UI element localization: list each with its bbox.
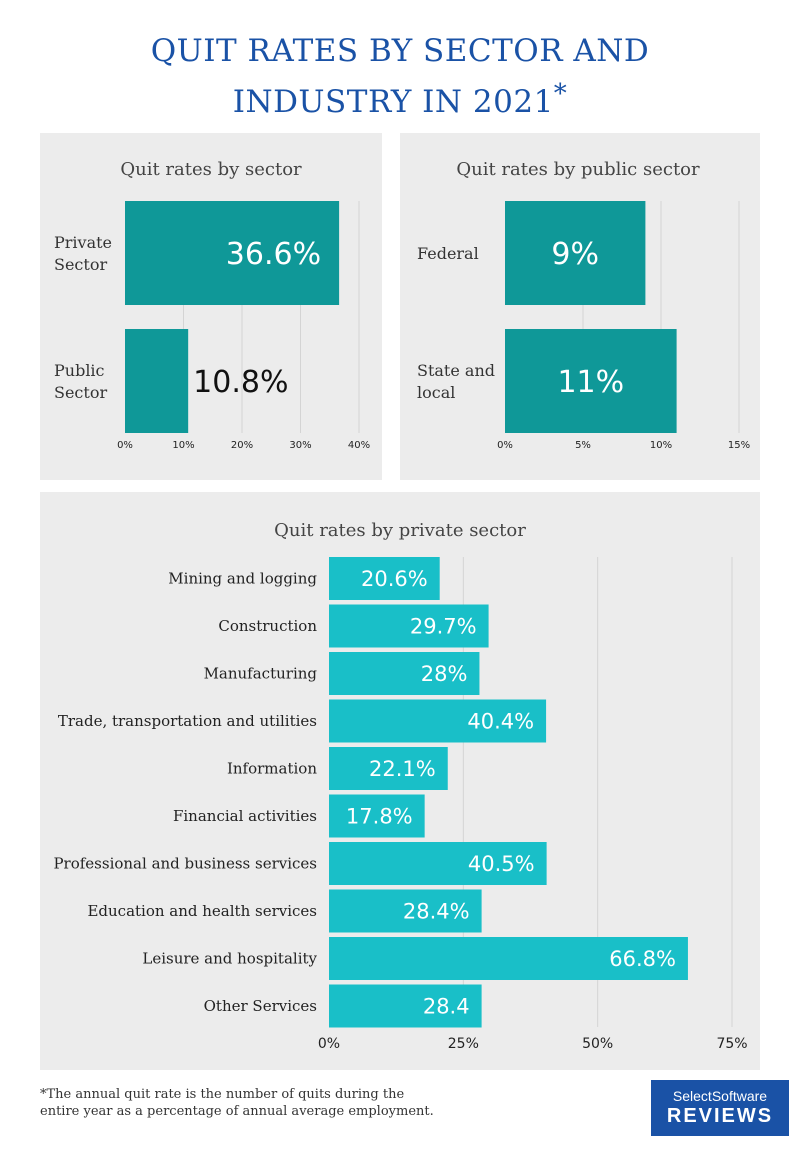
value-label: 29.7% [410,615,477,639]
category-label-line: Public [54,361,105,380]
chart-title: Quit rates by public sector [456,159,700,180]
x-tick-label: 50% [582,1036,613,1052]
x-tick-label: 25% [448,1036,479,1052]
x-tick-label: 0% [318,1036,340,1052]
selectsoftware-reviews-logo: SelectSoftware REVIEWS [651,1080,789,1136]
x-tick-label: 15% [728,440,750,451]
x-tick-label: 0% [117,440,133,451]
x-tick-label: 40% [348,440,370,451]
title-line-2: INDUSTRY IN 2021* [0,73,800,124]
bar [329,747,448,790]
x-tick-label: 20% [231,440,253,451]
bar [505,329,677,433]
category-label-line: Sector [54,255,107,274]
footnote-line-1: *The annual quit rate is the number of q… [40,1087,405,1102]
category-label-line: Private [54,233,112,252]
x-tick-label: 75% [716,1036,747,1052]
public-sector-chart-panel: Quit rates by public sector 0% 5% 10% 15% Fed… [400,133,760,480]
chart-title: Quit rates by sector [120,159,302,180]
footnote: *The annual quit rate is the number of q… [40,1086,600,1120]
category-label-line: Sector [54,383,107,402]
bar [329,699,547,743]
logo-line-1: SelectSoftware [672,1088,768,1104]
category-label: Leisure and hospitality [142,950,317,968]
value-label: 36.6% [226,237,321,272]
category-label: Financial activities [173,807,317,825]
bar [505,201,646,305]
category-label: State and local [417,361,495,402]
category-label: Information [227,760,317,778]
bar [329,604,489,648]
chart-title: Quit rates by private sector [274,520,526,541]
category-label: Construction [218,617,317,635]
public-sector-chart: Quit rates by public sector 0% 5% 10% 15% Fed… [417,159,750,451]
sector-chart: Quit rates by sector 0% 10% 20% 30% 40% Privat… [54,159,370,451]
category-label: Manufacturing [204,665,318,683]
category-label: Professional and business services [53,855,317,873]
category-label: Trade, transportation and utilities [58,712,317,730]
bar [329,794,425,838]
main-title: QUIT RATES BY SECTOR AND INDUSTRY IN 202… [0,30,800,124]
value-label: 40.5% [468,852,535,876]
category-label: Other Services [204,997,317,1015]
value-label: 28.4% [403,900,470,924]
private-sector-chart: Quit rates by private sector 0% 25% 50% 75% M… [53,520,747,1052]
private-sector-chart-panel: Quit rates by private sector 0% 25% 50% 75% M… [40,492,760,1070]
title-line-2-text: INDUSTRY IN 2021 [232,84,554,120]
x-tick-label: 5% [575,440,591,451]
value-label: 17.8% [346,805,413,829]
category-label: Federal [417,244,479,263]
x-tick-label: 10% [172,440,194,451]
bar [329,652,480,695]
bar [125,329,189,433]
category-label: Public Sector [54,361,107,402]
value-label: 22.1% [369,757,436,781]
x-tick-label: 10% [650,440,672,451]
title-line-1: QUIT RATES BY SECTOR AND [150,33,650,69]
bar [329,889,482,933]
x-tick-label: 0% [497,440,513,451]
category-label: Mining and logging [168,570,317,588]
category-label-line: State and [417,361,495,380]
bar [329,557,440,600]
footnote-line-2: entire year as a percentage of annual av… [40,1104,434,1119]
bar [329,984,482,1028]
value-label: 20.6% [361,567,428,591]
logo-line-2: REVIEWS [666,1105,774,1127]
value-label: 11% [557,365,624,400]
value-label: 28% [421,662,468,686]
category-label: Private Sector [54,233,112,274]
value-label: 40.4% [467,710,534,734]
value-label: 9% [551,237,599,272]
value-label: 66.8% [609,947,676,971]
category-label-line: local [417,383,455,402]
bar [125,201,340,305]
category-label: Education and health services [87,902,317,920]
title-asterisk: * [553,79,568,109]
value-label: 10.8% [193,365,288,400]
value-label: 28.4 [423,995,470,1019]
bar [329,937,688,980]
bar [329,842,547,885]
x-tick-label: 30% [289,440,311,451]
sector-chart-panel: Quit rates by sector 0% 10% 20% 30% 40% Privat… [40,133,382,480]
